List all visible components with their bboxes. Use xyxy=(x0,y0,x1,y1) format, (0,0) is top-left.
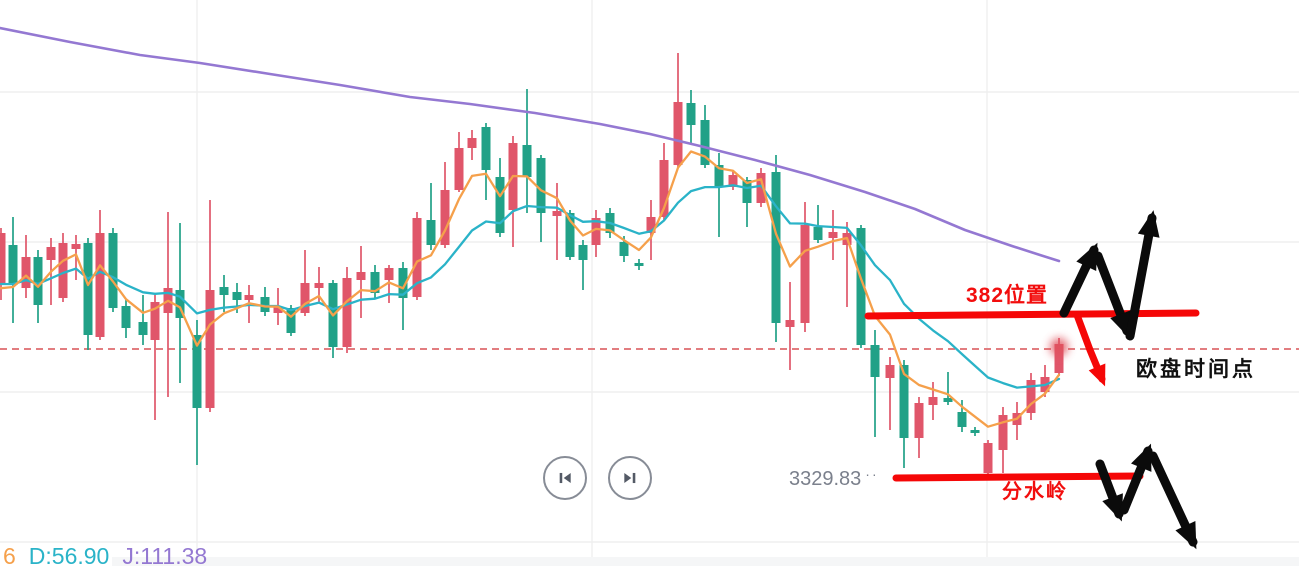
fib-382-label: 382位置 xyxy=(966,284,1049,307)
kdj-d-value: D:56.90 xyxy=(28,543,110,566)
skip-forward-icon xyxy=(624,472,636,484)
watershed-label: 分水岭 xyxy=(1002,481,1068,503)
kdj-k-value: 6 xyxy=(3,543,16,566)
skip-back-icon xyxy=(559,472,571,484)
leader-dots: ·· xyxy=(865,466,879,482)
hand-drawn-annotations[interactable] xyxy=(864,210,1200,550)
price-value: 3329.83 xyxy=(789,468,862,490)
price-level-label: 3329.83 ·· xyxy=(789,466,879,490)
replay-skip-back-button[interactable] xyxy=(543,456,587,500)
candlesticks xyxy=(0,53,1064,476)
kdj-j-value: J:111.38 xyxy=(122,543,208,566)
kdj-indicator-readout: 6 D:56.90 J:111.38 xyxy=(3,543,208,566)
replay-skip-forward-button[interactable] xyxy=(608,456,652,500)
pane-divider xyxy=(112,557,1299,566)
session-time-note: 欧盘时间点 xyxy=(1136,358,1256,381)
last-price-glow-marker xyxy=(1050,338,1068,356)
